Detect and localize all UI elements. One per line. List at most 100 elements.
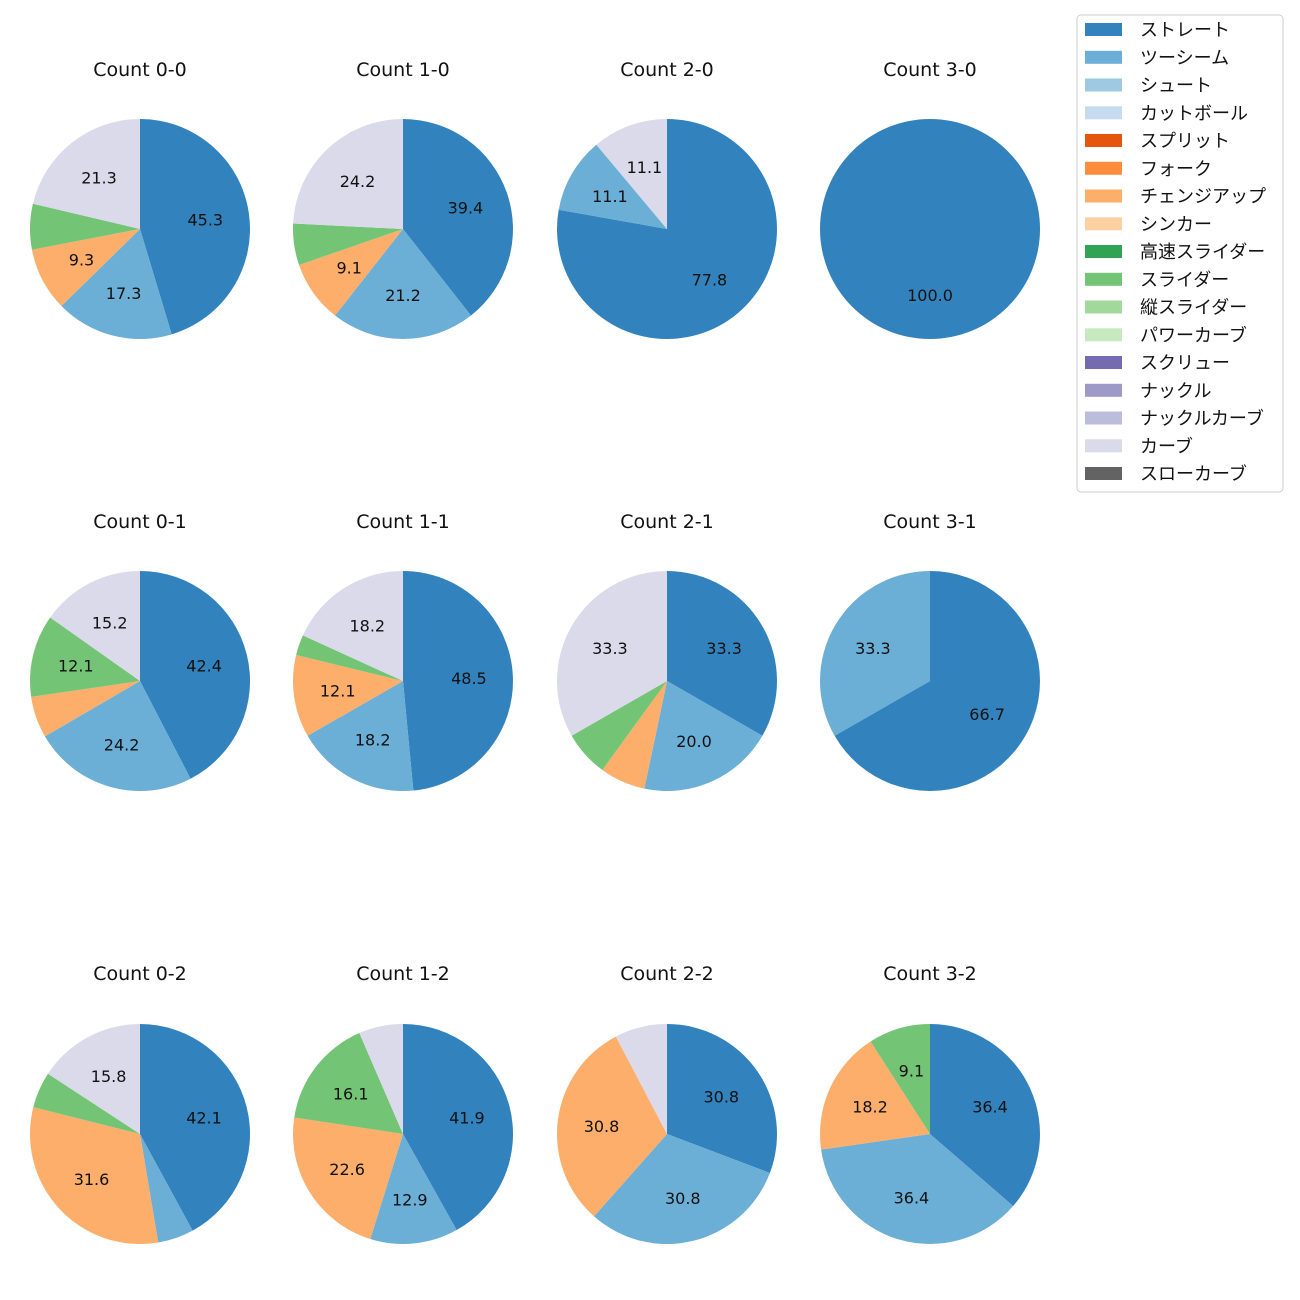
legend-label: カーブ [1140, 435, 1193, 457]
pie-slice-label: 24.2 [340, 172, 376, 191]
pie-slice-label: 12.9 [392, 1191, 428, 1210]
legend-label: スライダー [1140, 270, 1229, 291]
legend-item: ストレート [1085, 20, 1230, 41]
pie-slice [359, 1024, 403, 1134]
legend-swatch [1085, 161, 1122, 175]
legend-swatch [1085, 383, 1122, 397]
pie-slice-label: 9.3 [69, 251, 94, 270]
legend-label: 縦スライダー [1140, 298, 1247, 319]
pie-slice-label: 12.1 [58, 657, 94, 676]
pie-slice-label: 16.1 [333, 1085, 369, 1104]
legend-swatch [1085, 356, 1122, 369]
pie-slice-label: 18.2 [355, 731, 391, 750]
pie-slice [44, 681, 191, 792]
legend-item: 高速スライダー [1085, 242, 1265, 263]
pie-slice [294, 1033, 403, 1134]
pie-slice [930, 1024, 1040, 1207]
pie-title: Count 1-1 [356, 511, 450, 533]
pie-title: Count 3-1 [883, 511, 977, 533]
pie-chart: Count 1-0 39.4 21.2 9.1 24.2 [293, 59, 513, 339]
pie-slice-label: 41.9 [449, 1108, 485, 1127]
pie-title: Count 2-0 [620, 59, 714, 81]
legend-label: 高速スライダー [1140, 242, 1265, 263]
pie-slice [667, 1024, 777, 1174]
pie-slice-label: 33.3 [855, 639, 891, 658]
pie-slice-label: 77.8 [692, 271, 728, 290]
pie-slice [140, 119, 250, 335]
pie-slice [370, 1134, 457, 1245]
pie-slice-label: 24.2 [104, 735, 140, 754]
pie-slice-label: 22.6 [329, 1160, 365, 1179]
legend-item: シンカー [1085, 214, 1212, 235]
pie-slice-label: 42.1 [186, 1109, 222, 1128]
legend-item: パワーカーブ [1085, 324, 1247, 346]
pie-chart: Count 1-2 41.9 12.9 22.6 16.1 [293, 963, 514, 1245]
pie-slice-label: 30.8 [703, 1088, 739, 1107]
legend-label: シンカー [1140, 214, 1212, 235]
legend-item: ツーシーム [1085, 48, 1229, 69]
pie-slice-label: 21.3 [81, 168, 117, 187]
pie-slice-label: 9.1 [336, 258, 361, 277]
pie-title: Count 2-2 [620, 963, 714, 985]
legend-label: スプリット [1140, 131, 1230, 152]
pie-slice [33, 1073, 140, 1134]
pie-title: Count 0-1 [93, 511, 187, 533]
legend-item: チェンジアップ [1085, 187, 1266, 208]
pie-slice [644, 681, 763, 791]
legend-swatch [1085, 439, 1122, 453]
pie-slice [47, 1024, 140, 1134]
pie-slice [296, 635, 403, 681]
legend-item: スプリット [1085, 131, 1230, 152]
pie-chart: Count 0-0 45.3 17.3 9.3 21.3 [29, 59, 250, 339]
pie-slice [834, 571, 1040, 791]
legend-label: シュート [1140, 76, 1212, 97]
pie-chart: Count 3-2 36.4 36.4 18.2 9.1 [820, 963, 1040, 1244]
pie-slice-label: 18.2 [852, 1098, 888, 1117]
pie-chart: Count 3-1 66.7 33.3 [819, 511, 1040, 791]
pie-slice [596, 119, 667, 229]
pie-charts-grid: Count 0-0 45.3 17.3 9.3 21.3 Count 1-0 39.4 21.… [29, 59, 1040, 1245]
legend-label: スクリュー [1140, 353, 1230, 374]
pie-slice-label: 45.3 [187, 210, 223, 229]
pie-slice [820, 119, 1040, 339]
pie-slice-label: 39.4 [448, 198, 484, 217]
pie-chart: Count 2-2 30.8 30.8 30.8 [556, 963, 777, 1245]
pie-slice-label: 36.4 [894, 1188, 930, 1207]
pie-slice [293, 119, 403, 229]
pie-slice-label: 100.0 [907, 286, 953, 305]
legend-label: フォーク [1140, 159, 1212, 180]
legend-swatch [1085, 300, 1122, 314]
legend-label: カットボール [1140, 103, 1248, 124]
pie-slice-label: 17.3 [106, 284, 142, 303]
pie-slice-label: 15.2 [92, 613, 128, 632]
pie-slice [556, 571, 667, 736]
legend-item: スライダー [1085, 270, 1229, 291]
pie-slice [594, 1134, 770, 1245]
legend-item: フォーク [1085, 159, 1212, 180]
pie-slice [140, 1134, 193, 1243]
legend-label: スローカーブ [1140, 463, 1247, 485]
legend-swatch [1085, 23, 1122, 36]
pie-slice [299, 229, 403, 316]
legend-swatch [1085, 134, 1122, 147]
pie-slice [403, 119, 513, 316]
legend-swatch [1085, 50, 1122, 64]
pie-slice-label: 31.6 [74, 1170, 110, 1189]
pie-slice-label: 20.0 [676, 732, 712, 751]
legend-swatch [1085, 272, 1122, 286]
pie-slice-label: 36.4 [972, 1098, 1008, 1117]
pie-slice-label: 33.3 [706, 639, 742, 658]
pie-slice-label: 66.7 [969, 705, 1005, 724]
legend-item: スローカーブ [1085, 463, 1247, 485]
pie-slice [558, 144, 667, 229]
pie-slice [302, 571, 403, 681]
legend-label: ナックルカーブ [1140, 408, 1264, 430]
pie-slice-label: 18.2 [349, 617, 385, 636]
pie-slice [602, 681, 667, 789]
legend-frame [1076, 14, 1284, 493]
legend-label: チェンジアップ [1140, 187, 1266, 208]
pie-slice [307, 681, 414, 791]
pie-slice [32, 119, 140, 229]
pie-slice [140, 571, 251, 779]
